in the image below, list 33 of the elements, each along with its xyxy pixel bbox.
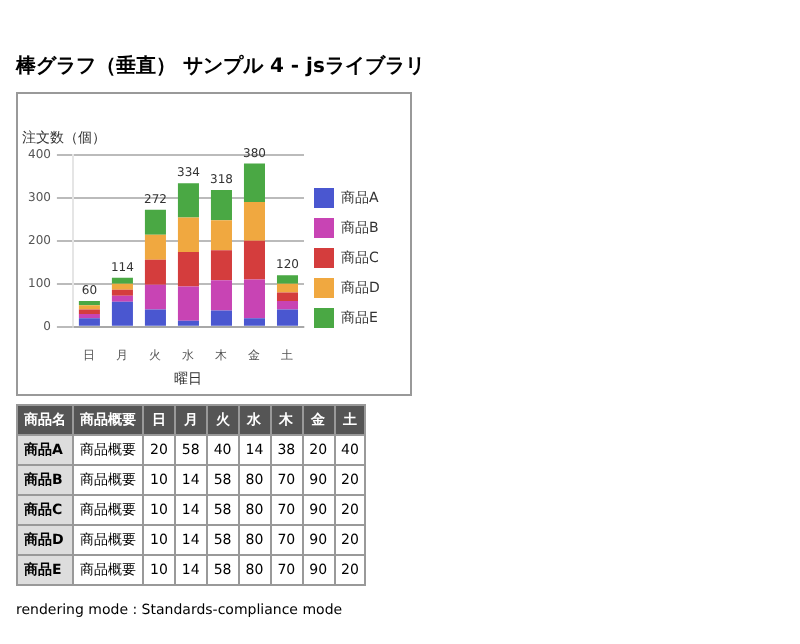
bar	[177, 183, 199, 218]
bar	[111, 277, 133, 284]
bar	[111, 295, 133, 302]
bar	[243, 163, 265, 203]
bar	[111, 289, 133, 296]
bar	[243, 202, 265, 241]
bar	[177, 217, 199, 252]
bar	[78, 318, 100, 326]
bar	[276, 275, 299, 284]
bar	[276, 309, 299, 326]
bar	[144, 234, 166, 260]
bar	[177, 320, 199, 326]
bar	[210, 310, 232, 326]
bar	[111, 301, 133, 326]
bar	[177, 251, 199, 287]
bar	[144, 284, 166, 310]
chart-title: 棒グラフ（垂直） サンプル 4 - jsライブラリ	[16, 52, 425, 82]
bar	[210, 220, 232, 251]
bar	[243, 318, 265, 326]
bar	[210, 250, 232, 281]
bar	[78, 313, 100, 319]
bar	[276, 301, 299, 310]
bar	[276, 283, 299, 293]
bar	[177, 286, 199, 321]
bar	[210, 280, 232, 311]
bar	[144, 259, 166, 285]
bar	[111, 283, 133, 290]
bar	[144, 209, 166, 235]
bar	[243, 240, 265, 280]
bar	[144, 309, 166, 326]
bar	[243, 279, 265, 319]
bar	[210, 190, 232, 221]
bar	[276, 292, 299, 301]
